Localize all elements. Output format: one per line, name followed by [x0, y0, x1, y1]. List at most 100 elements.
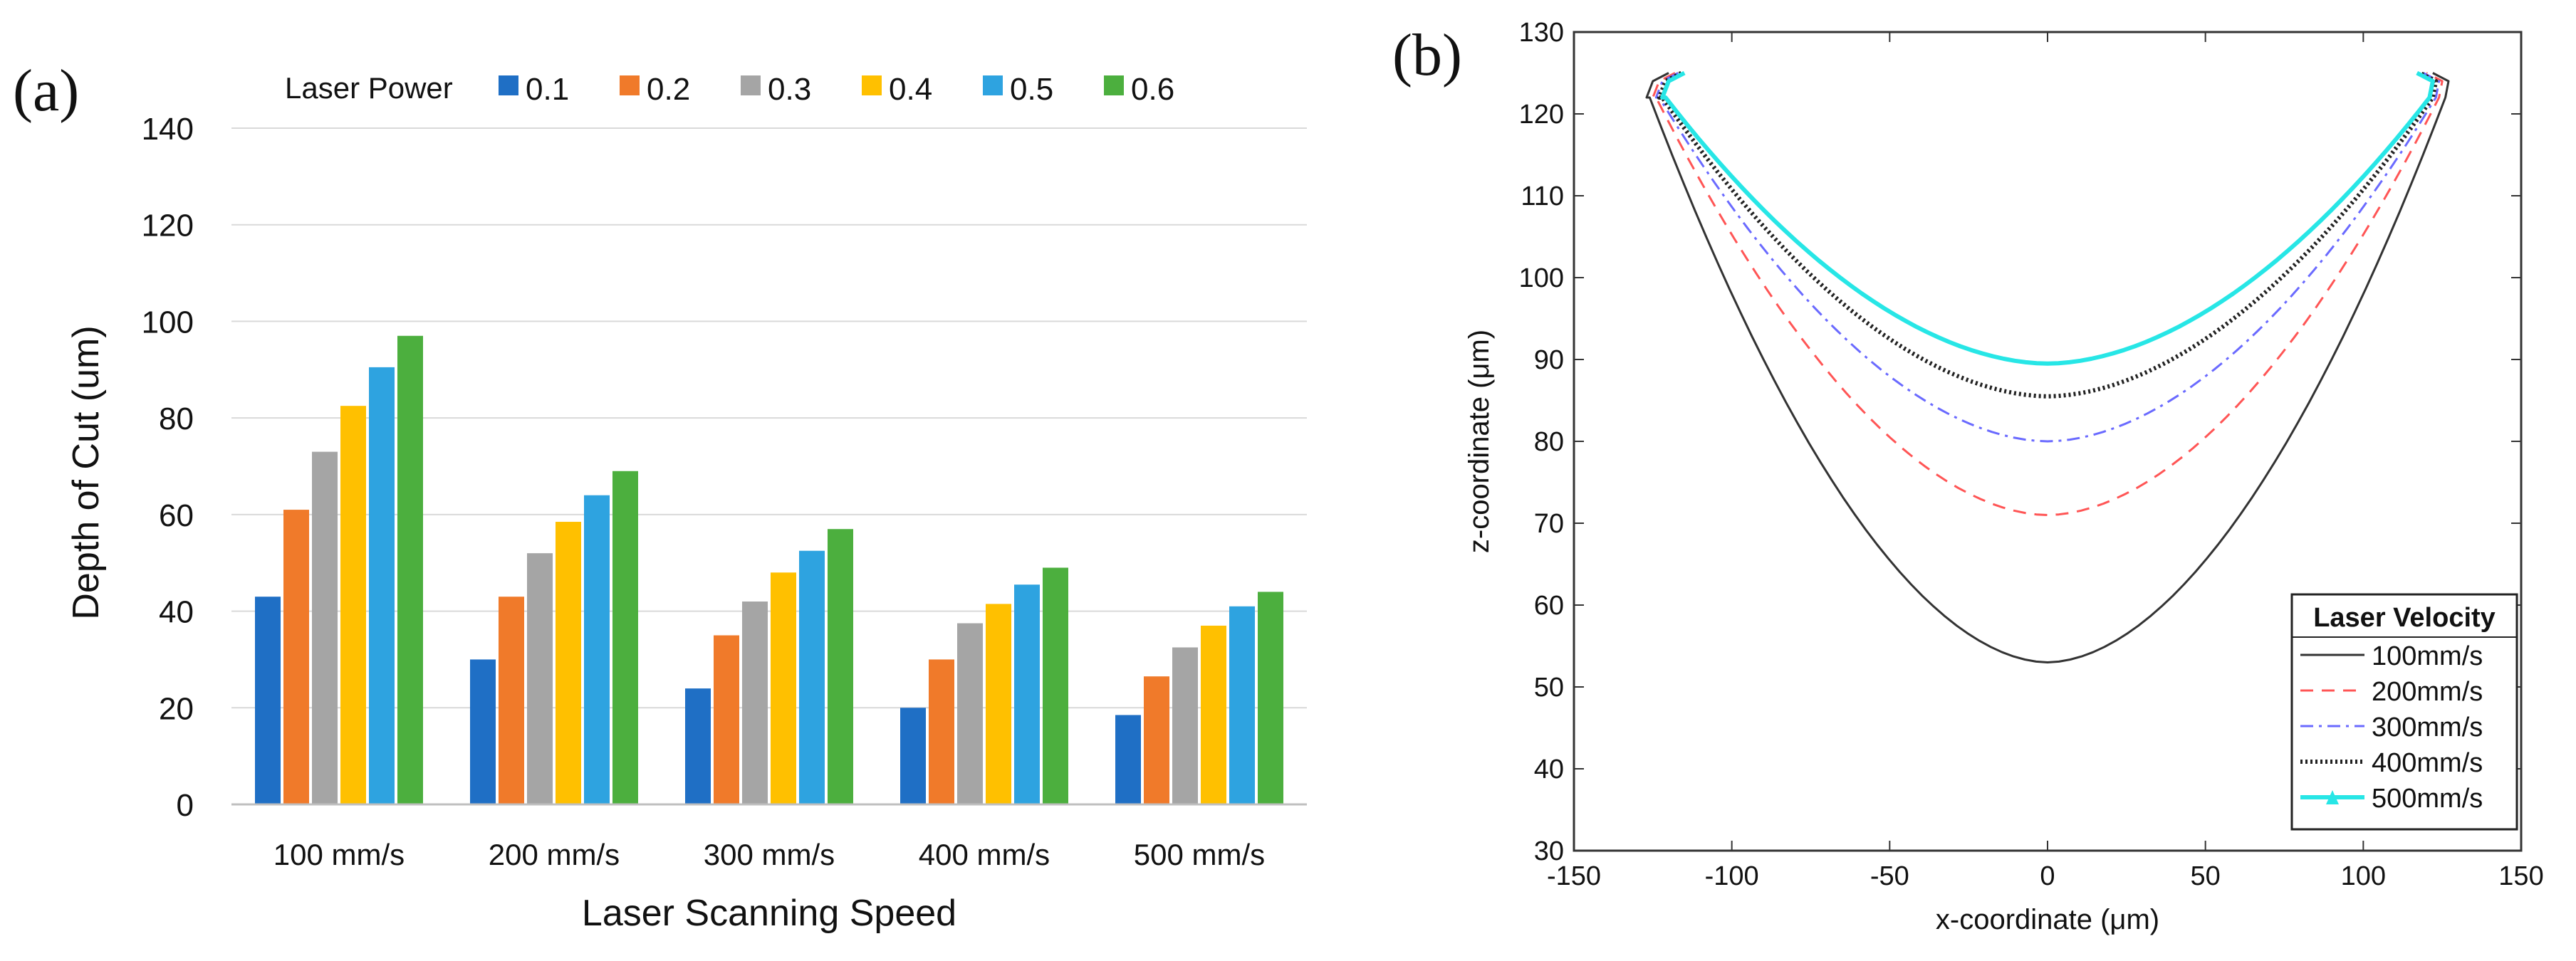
bar-500mms-power-0.5: [1229, 606, 1255, 804]
bar-400mms-power-0.3: [957, 623, 983, 804]
curve-100mm/s: [1645, 72, 2450, 663]
bar-100mms-power-0.5: [369, 367, 395, 804]
bar-500mms-power-0.3: [1172, 647, 1198, 804]
y-tick-label: 0: [177, 788, 194, 823]
panel-a-label: (a): [13, 58, 79, 124]
y-tick-label: 70: [1534, 509, 1564, 539]
x-tick-label: -150: [1547, 861, 1601, 891]
panel-b-label: (b): [1392, 22, 1462, 88]
x-tick-label: 500 mm/s: [1134, 838, 1265, 871]
x-tick-label: 100: [2341, 861, 2386, 891]
legend-title: Laser Power: [285, 71, 453, 105]
y-tick-label: 130: [1519, 18, 1564, 48]
y-tick-label: 120: [1519, 100, 1564, 130]
bar-chart-y-axis-label: Depth of Cut (um): [66, 325, 107, 619]
legend-swatch-0.6: [1104, 75, 1124, 95]
legend-label-0.5: 0.5: [1010, 72, 1053, 107]
bar-chart-x-tick-labels: 100 mm/s 200 mm/s 300 mm/s 400 mm/s 500 mm/s: [273, 838, 1265, 871]
legend-swatch-0.4: [862, 75, 882, 95]
y-tick-label: 100: [1519, 263, 1564, 293]
y-tick-label: 30: [1534, 836, 1564, 866]
bar-200mms-power-0.2: [499, 597, 524, 804]
line-chart-legend: Laser Velocity 100mm/s 200mm/s 300mm/s 400m…: [2290, 593, 2518, 831]
bar-300mms-power-0.4: [771, 572, 796, 804]
legend-items: 100mm/s 200mm/s 300mm/s 400mm/s 500mm/s: [2300, 641, 2483, 814]
y-tick-label: 40: [1534, 755, 1564, 784]
bar-200mms-power-0.6: [612, 471, 638, 804]
bar-500mms-power-0.4: [1201, 625, 1226, 804]
y-tick-label: 80: [1534, 427, 1564, 457]
y-tick-label: 140: [142, 112, 194, 147]
legend-swatch-0.2: [620, 75, 640, 95]
y-tick-label: 60: [159, 498, 194, 533]
line-chart-x-axis-label: x-coordinate (μm): [1936, 904, 2159, 935]
bar-300mms-power-0.2: [714, 635, 739, 804]
line-chart-ticks: -150 -100 -50 0 50 100 150 30 40 50 60 70 80 90 100 110…: [1519, 18, 2544, 891]
x-tick-label: 0: [2040, 861, 2055, 891]
bar-300mms-power-0.3: [742, 602, 768, 804]
bar-300mms-power-0.5: [799, 550, 825, 804]
curve-500mm/s: [1660, 70, 2435, 366]
bar-500mms-power-0.2: [1144, 676, 1169, 804]
curve-200mm/s: [1652, 72, 2444, 516]
bar-200mms-power-0.1: [470, 659, 496, 804]
bar-100mms-power-0.2: [283, 510, 309, 804]
x-tick-label: -50: [1870, 861, 1909, 891]
line-chart-panel: (b) -150 -100 -50 0 50 100 150 30 40 50 60 70 80 90 10…: [1392, 18, 2544, 935]
x-tick-label: 200 mm/s: [489, 838, 620, 871]
bar-500mms-power-0.6: [1258, 592, 1283, 804]
legend-swatch-0.5: [983, 75, 1003, 95]
bar-400mms-power-0.5: [1014, 584, 1040, 804]
x-tick-label: 400 mm/s: [919, 838, 1050, 871]
bar-100mms-power-0.6: [397, 335, 423, 804]
legend-label-500mm/s: 500mm/s: [2372, 784, 2483, 814]
legend-title: Laser Velocity: [2313, 603, 2496, 633]
bar-400mms-power-0.2: [929, 659, 954, 804]
bar-chart-legend: Laser Power 0.1 0.2 0.3 0.4 0.5 0.6: [285, 71, 1174, 107]
legend-label-100mm/s: 100mm/s: [2372, 641, 2483, 671]
bar-300mms-power-0.1: [685, 688, 711, 804]
y-tick-label: 120: [142, 209, 194, 243]
legend-label-0.4: 0.4: [889, 72, 932, 107]
legend-swatch-0.1: [499, 75, 518, 95]
line-chart-y-axis-label: z-coordinate (μm): [1464, 330, 1495, 553]
bar-chart-x-axis-label: Laser Scanning Speed: [582, 893, 956, 934]
y-tick-label: 50: [1534, 673, 1564, 703]
y-tick-label: 80: [159, 401, 194, 436]
bar-100mms-power-0.3: [312, 451, 338, 804]
y-tick-label: 20: [159, 691, 194, 726]
bar-100mms-power-0.1: [255, 597, 281, 804]
bar-400mms-power-0.1: [900, 708, 926, 804]
bar-200mms-power-0.5: [584, 495, 610, 804]
x-tick-label: -100: [1705, 861, 1759, 891]
legend-label-0.6: 0.6: [1131, 72, 1174, 107]
y-tick-label: 110: [1521, 182, 1564, 211]
x-tick-label: 50: [2191, 861, 2221, 891]
curve-400mm/s: [1657, 70, 2439, 399]
bar-400mms-power-0.6: [1043, 567, 1068, 804]
curve-300mm/s: [1654, 72, 2441, 443]
y-tick-label: 90: [1534, 345, 1564, 375]
legend-label-300mm/s: 300mm/s: [2372, 713, 2483, 742]
y-tick-label: 40: [159, 595, 194, 630]
bar-chart-y-tick-labels: 0 20 40 60 80 100 120 140: [142, 112, 194, 823]
bar-chart-bars: [255, 335, 1283, 804]
bar-200mms-power-0.3: [527, 553, 553, 804]
legend-frame: [2290, 593, 2518, 831]
bar-200mms-power-0.4: [556, 522, 581, 804]
bar-500mms-power-0.1: [1115, 715, 1141, 804]
bar-100mms-power-0.4: [340, 406, 366, 804]
legend-marker-500mm/s: [2326, 790, 2339, 804]
legend-label-400mm/s: 400mm/s: [2372, 748, 2483, 778]
bar-300mms-power-0.6: [828, 529, 853, 804]
legend-label-0.2: 0.2: [647, 72, 690, 107]
legend-swatch-0.3: [741, 75, 761, 95]
bar-chart-panel: (a) 0 20 40 60 80 100 120 140 100 mm/s 200 mm/s 3…: [13, 58, 1307, 934]
legend-label-0.3: 0.3: [768, 72, 811, 107]
x-tick-label: 150: [2498, 861, 2543, 891]
legend-label-200mm/s: 200mm/s: [2372, 677, 2483, 707]
y-tick-label: 60: [1534, 591, 1564, 621]
legend-items: 0.1 0.2 0.3 0.4 0.5 0.6: [499, 72, 1174, 107]
